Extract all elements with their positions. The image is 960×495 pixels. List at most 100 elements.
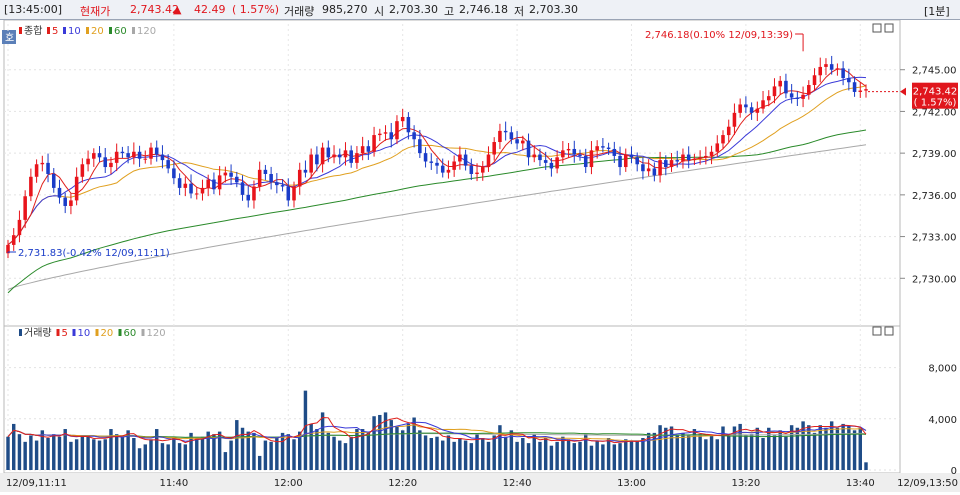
candle — [320, 147, 325, 165]
volume-bar — [641, 438, 645, 470]
legend-label: 60 — [114, 26, 127, 37]
volume-bar — [624, 439, 628, 470]
volume-series — [6, 390, 868, 470]
header-change-pct: ( 1.57%) — [232, 3, 280, 16]
candle — [332, 154, 336, 158]
volume-bar — [6, 436, 10, 470]
volume-bar — [223, 452, 228, 470]
volume-bar — [286, 434, 290, 470]
candle — [11, 235, 16, 245]
candle — [406, 116, 411, 133]
volume-tick-label: 4,000 — [928, 415, 957, 426]
volume-panel-close-button[interactable] — [884, 326, 894, 336]
candle — [137, 151, 142, 159]
candle — [103, 157, 108, 168]
candle — [217, 175, 222, 190]
volume-bar — [97, 440, 102, 470]
candle — [675, 160, 680, 162]
legend-swatch — [47, 27, 50, 34]
candle — [412, 132, 416, 140]
price-panel-buttons — [872, 23, 894, 336]
volume-bar — [601, 444, 605, 470]
candle — [566, 148, 571, 151]
volume-bar — [120, 436, 125, 470]
volume-bar — [509, 430, 514, 470]
change-arrow-icon: ▲ — [173, 3, 182, 16]
volume-bar — [606, 438, 611, 470]
candle — [509, 132, 514, 140]
candle — [372, 135, 376, 152]
candle — [486, 154, 491, 168]
volume-bar — [423, 435, 428, 470]
volume-panel-minimize-button[interactable] — [872, 326, 882, 336]
time-tick-label: 12:00 — [274, 478, 303, 489]
candle — [463, 154, 468, 166]
legend-label: 20 — [91, 26, 104, 37]
candle — [212, 179, 216, 190]
candle — [583, 155, 588, 168]
panel-close-button[interactable] — [884, 23, 894, 33]
candle — [503, 130, 508, 133]
candle — [824, 64, 828, 67]
candle — [252, 186, 256, 201]
panel-minimize-button[interactable] — [872, 23, 882, 33]
volume-bar — [57, 436, 62, 470]
candle — [812, 75, 817, 86]
volume-bar — [275, 436, 279, 470]
candle — [526, 140, 531, 158]
legend-swatch — [118, 329, 122, 336]
candle — [149, 147, 153, 159]
volume-bar — [217, 431, 222, 470]
volume-bar — [29, 435, 33, 470]
candle — [532, 154, 537, 158]
volume-bar — [629, 440, 634, 470]
candle — [92, 153, 96, 159]
interval-selector[interactable]: [1분] — [924, 5, 950, 18]
candle — [315, 154, 319, 165]
volume-bar — [847, 426, 851, 470]
legend-label: 120 — [137, 26, 156, 37]
volume-bar — [566, 439, 571, 470]
candle — [280, 185, 285, 187]
volume-bar — [715, 439, 719, 470]
quote-toggle-button[interactable] — [2, 30, 16, 44]
candle — [194, 193, 199, 195]
candle — [572, 148, 577, 155]
candle — [847, 78, 851, 83]
volume-bar — [658, 425, 662, 470]
candle — [475, 172, 479, 174]
candle — [698, 157, 702, 159]
candle — [109, 162, 113, 168]
volume-bar — [761, 438, 765, 470]
candle — [172, 168, 176, 179]
volume-axis: 0 4,000 8,000 — [928, 364, 957, 477]
candle — [549, 162, 554, 169]
volume-bar — [389, 420, 393, 470]
volume-bar — [429, 438, 433, 470]
volume-bar — [269, 441, 273, 470]
volume-bar — [727, 434, 731, 470]
volume-bar — [360, 429, 365, 470]
volume-ma10-line — [7, 421, 867, 443]
candle — [612, 148, 617, 156]
candle — [378, 133, 382, 136]
volume-bar — [784, 436, 788, 470]
price-tick-label: 2,739.00 — [912, 149, 957, 160]
volume-bar — [543, 438, 548, 470]
candle — [46, 162, 50, 174]
header-volume: 985,270 — [322, 3, 368, 16]
candle — [86, 158, 90, 165]
volume-bar — [675, 435, 679, 470]
volume-bar — [395, 426, 399, 470]
volume-bar — [709, 435, 714, 470]
legend-swatch — [132, 27, 135, 34]
ma20-line — [7, 85, 867, 246]
volume-bar — [46, 438, 50, 470]
candle — [337, 154, 342, 158]
candle — [858, 90, 863, 92]
candle — [269, 174, 273, 183]
volume-bar — [772, 435, 777, 470]
candle — [829, 64, 834, 70]
high-annotation-label: 2,746.18(0.10% 12/09,13:39) — [645, 30, 793, 41]
candle — [618, 155, 622, 168]
